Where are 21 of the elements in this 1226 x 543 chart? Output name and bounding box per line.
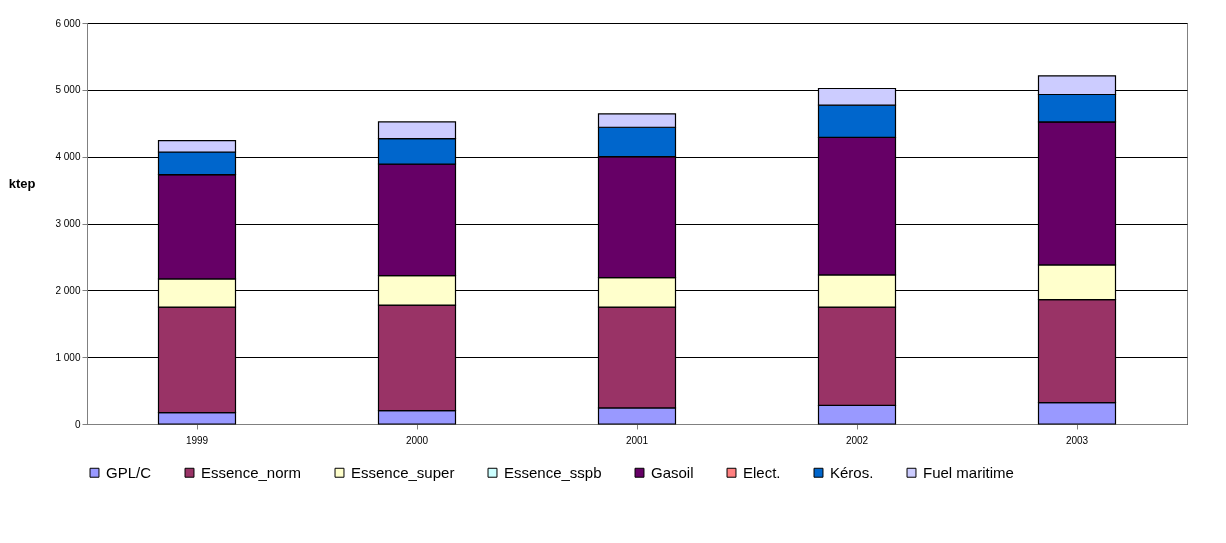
y-axis-title: ktep xyxy=(8,175,36,191)
y-tick-label: 4 000 xyxy=(55,151,81,163)
x-tick-label: 2001 xyxy=(625,434,649,446)
y-tick-label: 2 000 xyxy=(55,284,81,296)
y-tick-label: 1 000 xyxy=(55,351,81,363)
legend-label: Fuel maritime xyxy=(923,463,1014,481)
x-tick-label: 1999 xyxy=(185,434,209,446)
y-tick-label: 6 000 xyxy=(55,17,81,29)
legend-label: GPL/C xyxy=(106,463,152,481)
legend-label: Elect. xyxy=(743,463,781,481)
y-tick-label: 0 xyxy=(74,418,81,430)
y-tick-label: 3 000 xyxy=(55,218,81,229)
y-tick-label: 5 000 xyxy=(55,84,81,96)
legend-label: Essence_norm xyxy=(201,463,302,481)
legend-label: Essence_sspb xyxy=(504,463,602,481)
legend-label: Kéros. xyxy=(830,463,874,481)
x-tick-label: 2000 xyxy=(405,434,429,446)
x-tick-label: 2003 xyxy=(1065,434,1089,446)
x-tick-label: 2002 xyxy=(845,434,869,446)
legend-label: Essence_super xyxy=(351,463,455,481)
legend-label: Gasoil xyxy=(651,463,694,481)
